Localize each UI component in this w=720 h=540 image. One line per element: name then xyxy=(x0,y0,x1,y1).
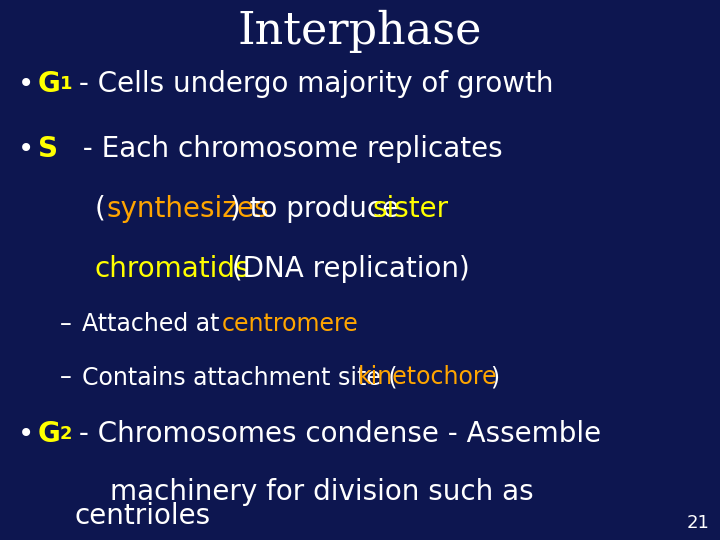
Text: G: G xyxy=(38,420,60,448)
Text: (DNA replication): (DNA replication) xyxy=(223,255,469,283)
Text: synthesizes: synthesizes xyxy=(107,195,269,223)
Text: centrioles: centrioles xyxy=(75,502,211,530)
Text: G: G xyxy=(38,70,60,98)
Text: centromere: centromere xyxy=(222,312,359,336)
Text: –: – xyxy=(60,312,72,336)
Text: •: • xyxy=(18,70,35,98)
Text: ) to produce: ) to produce xyxy=(230,195,408,223)
Text: •: • xyxy=(18,135,35,163)
Text: chromatids: chromatids xyxy=(95,255,251,283)
Text: 21: 21 xyxy=(687,514,710,532)
Text: - Chromosomes condense - Assemble: - Chromosomes condense - Assemble xyxy=(70,420,601,448)
Text: Contains attachment site (: Contains attachment site ( xyxy=(82,365,397,389)
Text: •: • xyxy=(18,420,35,448)
Text: kinetochore: kinetochore xyxy=(358,365,498,389)
Text: ): ) xyxy=(490,365,499,389)
Text: - Cells undergo majority of growth: - Cells undergo majority of growth xyxy=(70,70,554,98)
Text: –: – xyxy=(60,365,72,389)
Text: sister: sister xyxy=(373,195,449,223)
Text: S: S xyxy=(38,135,58,163)
Text: machinery for division such as: machinery for division such as xyxy=(110,478,534,506)
Text: Interphase: Interphase xyxy=(238,10,482,53)
Text: (: ( xyxy=(95,195,106,223)
Text: 2: 2 xyxy=(60,425,73,443)
Text: Attached at: Attached at xyxy=(82,312,227,336)
Text: 1: 1 xyxy=(60,75,73,93)
Text: - Each chromosome replicates: - Each chromosome replicates xyxy=(65,135,503,163)
